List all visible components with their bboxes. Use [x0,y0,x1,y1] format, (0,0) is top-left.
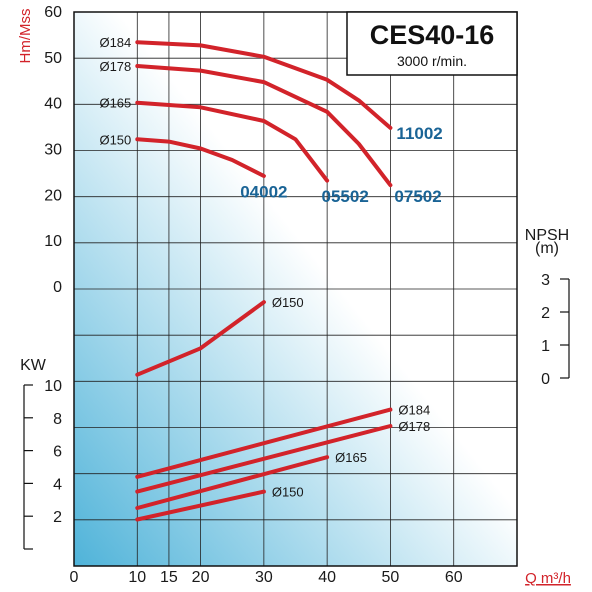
chart-title: CES40-16 [370,20,495,50]
power-curve [135,489,266,522]
power-tick-label: 10 [44,378,62,395]
head-curve [135,100,330,183]
model-label: 11002 [396,124,442,143]
power-tick-label: 4 [53,476,62,493]
head-tick-label: 50 [44,50,62,67]
head-tick-label: 10 [44,233,62,250]
power-curve-label: Ø165 [335,450,367,465]
x-tick-label: 60 [445,569,463,586]
head-curve-label: Ø165 [99,96,131,111]
power-curve-label: Ø184 [398,403,430,418]
plot-border [73,11,518,567]
head-curve-label: Ø150 [99,132,131,147]
power-axis-label: KW [20,357,47,374]
head-curve-label: Ø184 [99,35,131,50]
head-tick-label: 40 [44,96,62,113]
head-curve [135,64,393,188]
head-tick-label: 30 [44,142,62,159]
plot-frame [73,11,518,567]
curves [135,40,393,522]
npsh-tick-label: 3 [541,272,550,289]
x-tick-label: 50 [382,569,400,586]
head-tick-label: 20 [44,187,62,204]
x-tick-label: 0 [70,569,79,586]
x-tick-label: 40 [318,569,336,586]
head-curve-label: Ø178 [99,59,131,74]
model-label: 07502 [394,187,441,206]
power-tick-label: 2 [53,509,62,526]
npsh-curve [135,300,266,377]
head-tick-label: 60 [44,4,62,21]
power-curve-label: Ø150 [272,485,304,500]
power-tick-label: 6 [53,444,62,461]
model-label: 04002 [240,183,287,202]
power-tick-label: 8 [53,411,62,428]
head-tick-label: 0 [53,279,62,296]
x-tick-label: 15 [160,569,178,586]
x-tick-label: 20 [192,569,210,586]
power-curve [135,407,393,479]
npsh-tick-label: 2 [541,305,550,322]
power-curve [135,455,330,510]
x-tick-label: 30 [255,569,273,586]
npsh-tick-label: 1 [541,338,550,355]
npsh-curve-label: Ø150 [272,295,304,310]
head-curve [135,40,393,130]
x-tick-label: 10 [128,569,146,586]
x-axis-label: Q m³/h [525,570,571,587]
title-box-frame [346,11,518,76]
model-label: 05502 [322,187,369,206]
axis-ticks: 0 10 15 20 30 40 50 60 0 10 20 30 40 50 60 0 1 2 3 2 4 6 8 10 [23,4,570,586]
title-box: CES40-16 3000 r/min. [346,11,518,76]
power-curve-label: Ø178 [398,419,430,434]
npsh-axis-label: NPSH [525,227,569,244]
npsh-tick-label: 0 [541,371,550,388]
chart-subtitle: 3000 r/min. [397,53,467,69]
head-axis-label: Hm/Mss [17,9,34,64]
npsh-axis-unit: (m) [535,240,559,257]
head-curve [135,137,266,178]
power-curve [135,424,393,494]
